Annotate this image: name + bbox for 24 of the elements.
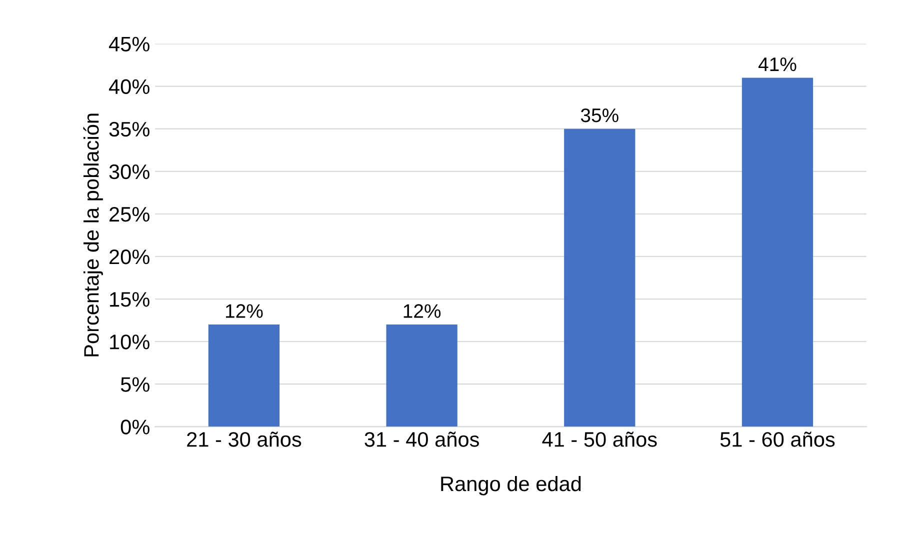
data-label: 12% xyxy=(226,304,263,318)
bar xyxy=(208,324,280,427)
x-tick-label: 21 - 30 años xyxy=(187,432,302,447)
y-tick-label: 40% xyxy=(108,79,150,94)
y-tick-label: 0% xyxy=(120,420,150,434)
y-tick-label: 35% xyxy=(109,122,150,137)
x-tick-label: 31 - 40 años xyxy=(364,432,479,447)
x-tick-label: 51 - 60 años xyxy=(720,432,835,447)
y-tick-label: 45% xyxy=(108,36,150,52)
y-axis-title: Porcentaje de la población xyxy=(83,114,103,356)
x-axis-title: Rango de edad xyxy=(441,476,581,496)
y-tick-label: 30% xyxy=(109,164,150,180)
y-tick-label: 25% xyxy=(110,206,150,222)
bar xyxy=(564,128,636,427)
x-tick-label: 41 - 50 años xyxy=(542,432,657,447)
bar xyxy=(742,78,814,427)
data-label: 41% xyxy=(758,57,796,72)
data-label: 12% xyxy=(404,304,441,318)
bar xyxy=(386,324,458,427)
y-tick-label: 20% xyxy=(110,249,150,264)
y-tick-label: 15% xyxy=(110,292,150,307)
data-label: 35% xyxy=(580,108,618,122)
y-tick-label: 10% xyxy=(110,334,150,350)
y-tick-label: 5% xyxy=(120,377,150,392)
